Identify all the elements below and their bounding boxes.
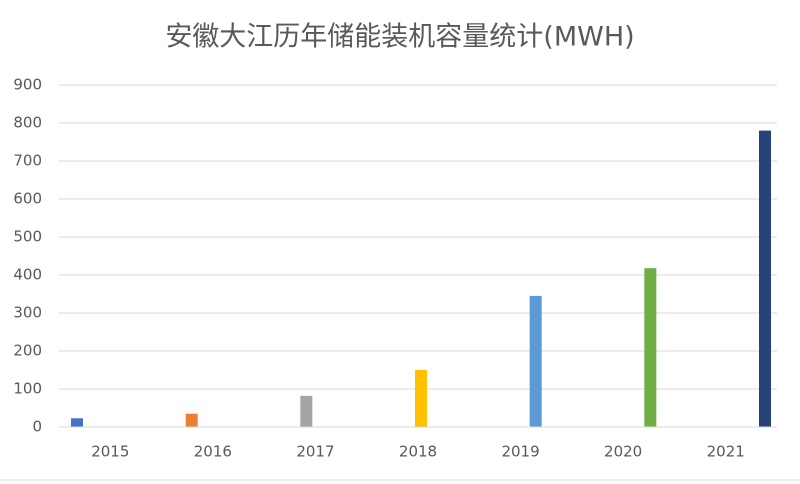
- x-tick-label: 2017: [296, 443, 334, 461]
- bar: [759, 130, 771, 427]
- y-tick-label: 200: [13, 342, 42, 360]
- x-tick-label: 2019: [501, 443, 539, 461]
- bar: [415, 370, 427, 427]
- chart-title: 安徽大江历年储能装机容量统计(MWH): [165, 22, 634, 53]
- bar: [644, 268, 657, 427]
- x-tick-label: 2015: [91, 443, 129, 461]
- x-tick-label: 2016: [194, 443, 232, 461]
- bar: [300, 395, 313, 427]
- y-tick-label: 800: [13, 114, 42, 132]
- y-tick-label: 0: [32, 418, 42, 436]
- y-tick-label: 600: [13, 190, 42, 208]
- x-tick-label: 2018: [399, 443, 437, 461]
- x-tick-label: 2021: [707, 443, 745, 461]
- x-tick-label: 2020: [604, 443, 642, 461]
- y-tick-label: 400: [13, 266, 42, 284]
- y-tick-label: 900: [13, 76, 42, 94]
- y-tick-label: 500: [13, 228, 42, 246]
- bar: [529, 295, 542, 427]
- y-tick-label: 300: [13, 304, 42, 322]
- y-tick-label: 700: [13, 152, 42, 170]
- y-tick-label: 100: [13, 380, 42, 398]
- bar: [71, 418, 83, 427]
- bar: [185, 413, 198, 427]
